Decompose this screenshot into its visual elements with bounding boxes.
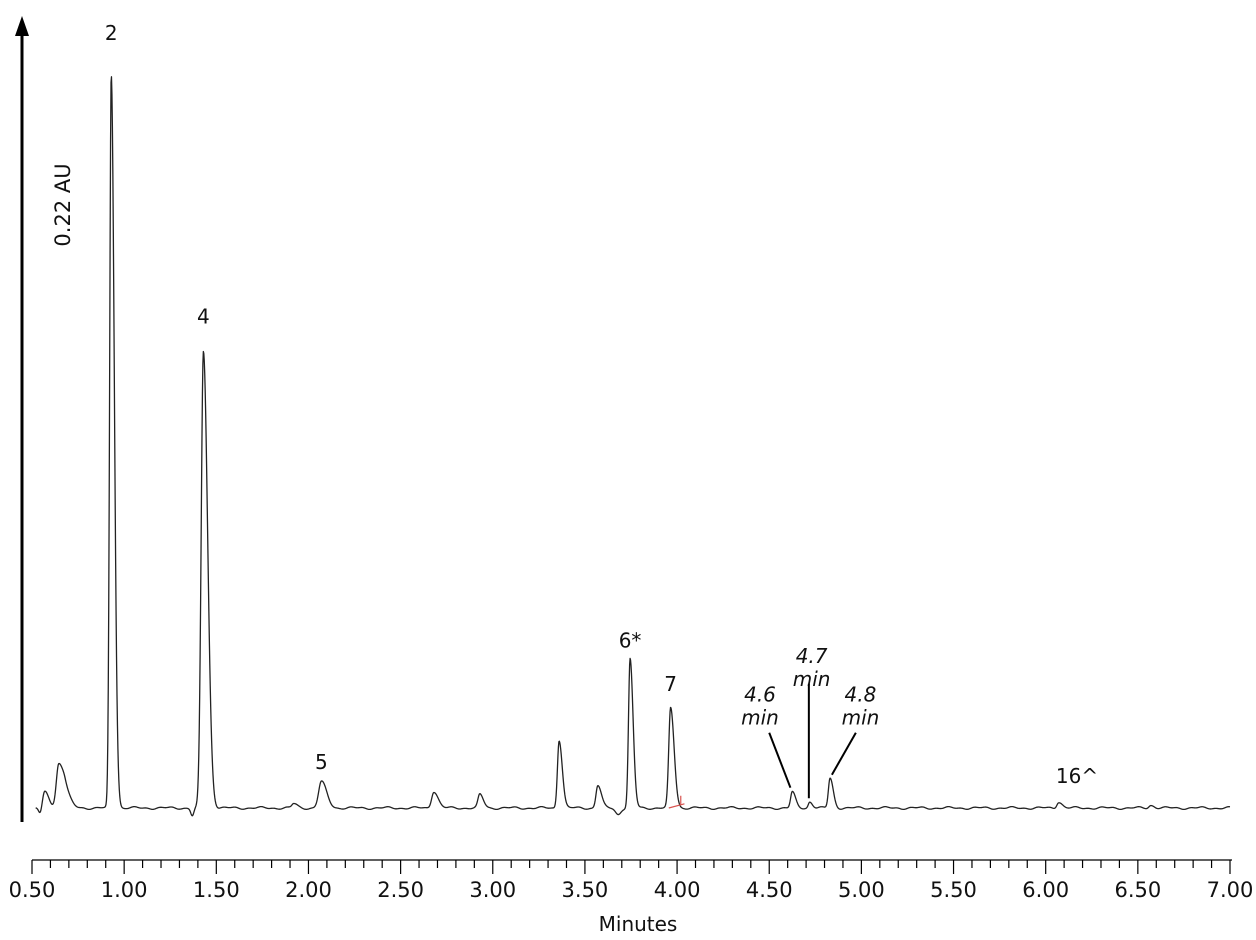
x-tick-label: 1.50 xyxy=(193,878,240,902)
x-tick-label: 3.00 xyxy=(469,878,516,902)
peak-label: 4 xyxy=(197,304,210,328)
annotation-layer: 2 4 5 6* 7 16^ 4.6 min 4.7 min 4.8 min xyxy=(105,21,1098,799)
x-tick-label: 4.00 xyxy=(654,878,701,902)
callout-pointer xyxy=(768,732,792,789)
peak-label: 7 xyxy=(664,672,677,696)
x-tick-label: 6.00 xyxy=(1022,878,1069,902)
x-ticks xyxy=(31,860,1231,874)
callout-label: 4.7 min xyxy=(793,644,831,691)
peak-label: 6* xyxy=(619,629,642,653)
trace-layer xyxy=(35,76,1231,817)
callout-label: 4.8 min xyxy=(842,682,880,729)
x-tick-label: 5.00 xyxy=(838,878,885,902)
x-tick-label: 6.50 xyxy=(1114,878,1161,902)
x-tick-label: 0.50 xyxy=(9,878,56,902)
peak-label: 2 xyxy=(105,21,118,45)
chromatogram-trace xyxy=(35,76,1231,817)
x-tick-label: 2.50 xyxy=(377,878,424,902)
x-tick-label: 3.50 xyxy=(562,878,609,902)
callout-label: 4.6 min xyxy=(741,682,779,729)
y-scale-label: 0.22 AU xyxy=(51,163,75,246)
x-tick-labels: 0.50 1.00 1.50 2.00 2.50 3.00 3.50 4.00 4.50 5.00… xyxy=(9,878,1254,902)
y-axis: 0.22 AU xyxy=(15,16,75,822)
x-tick-label: 4.50 xyxy=(746,878,793,902)
x-axis-title: Minutes xyxy=(599,912,678,936)
peak-label: 5 xyxy=(315,750,328,774)
x-tick-label: 7.00 xyxy=(1207,878,1254,902)
x-tick-label: 1.00 xyxy=(101,878,148,902)
peak-label: 16^ xyxy=(1056,764,1098,788)
x-tick-label: 2.00 xyxy=(285,878,332,902)
x-axis: 0.50 1.00 1.50 2.00 2.50 3.00 3.50 4.00 4.50 5.00… xyxy=(9,859,1254,936)
integration-baseline xyxy=(668,803,685,809)
y-axis-arrowhead xyxy=(15,16,29,36)
callout-pointer xyxy=(831,732,857,776)
x-tick-label: 5.50 xyxy=(930,878,977,902)
integration-layer xyxy=(668,795,685,809)
